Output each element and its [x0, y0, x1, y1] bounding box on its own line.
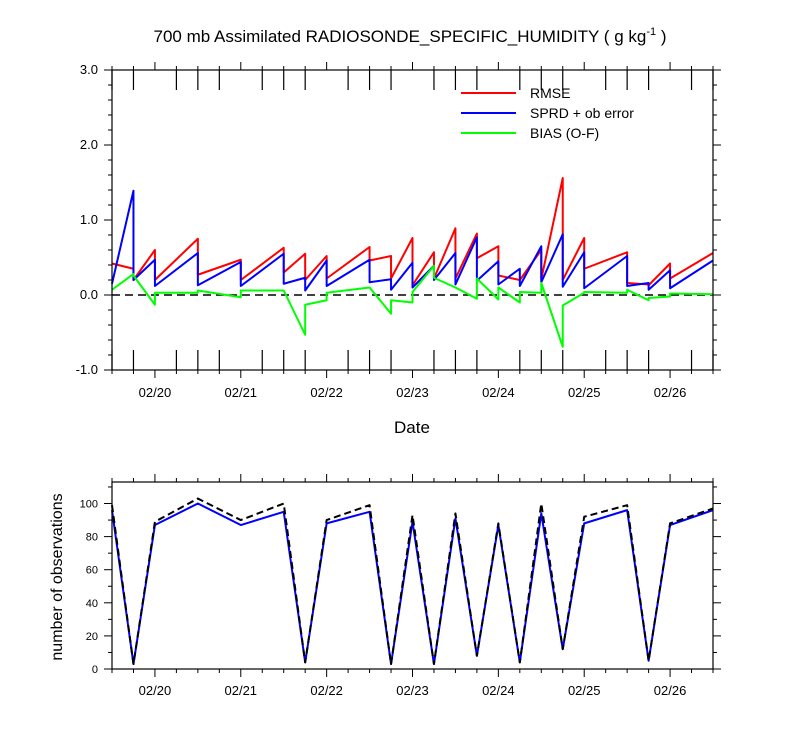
chart-title: 700 mb Assimilated RADIOSONDE_SPECIFIC_H… — [154, 26, 667, 46]
legend-label-rmse: RMSE — [530, 85, 570, 101]
x-tick-label: 02/20 — [139, 683, 172, 698]
y-tick-label: 20 — [86, 631, 98, 643]
x-tick-label: 02/23 — [396, 683, 429, 698]
legend-label-sprd-ob-error: SPRD + ob error — [530, 105, 634, 121]
x-tick-label: 02/21 — [225, 385, 258, 400]
bottom-y-axis-label: number of observations — [49, 493, 66, 660]
y-tick-label: 1.0 — [80, 212, 98, 227]
x-tick-label: 02/26 — [654, 385, 687, 400]
series-total-line — [111, 497, 714, 666]
top-series-group — [111, 177, 714, 348]
top-x-axis-label: Date — [394, 418, 430, 437]
chart-title-tail: ) — [656, 27, 666, 46]
y-tick-label: 0.0 — [80, 287, 98, 302]
legend-label-bias-o-f: BIAS (O-F) — [530, 125, 599, 141]
x-tick-label: 02/23 — [396, 385, 429, 400]
x-tick-label: 02/25 — [568, 683, 601, 698]
bottom-x-tick-labels: 02/20 02/21 02/22 02/23 02/24 02/25 02/26 — [139, 683, 687, 698]
x-tick-label: 02/26 — [654, 683, 687, 698]
bottom-ticks — [104, 474, 721, 677]
chart-title-superscript: -1 — [646, 26, 656, 38]
y-tick-label: 40 — [86, 598, 98, 610]
x-tick-label: 02/24 — [482, 385, 515, 400]
y-tick-label: 60 — [86, 565, 98, 577]
x-tick-label: 02/22 — [310, 683, 343, 698]
x-tick-label: 02/21 — [225, 683, 258, 698]
top-ticks — [104, 62, 721, 378]
x-tick-label: 02/25 — [568, 385, 601, 400]
y-tick-label: 2.0 — [80, 137, 98, 152]
top-x-tick-labels: 02/20 02/21 02/22 02/23 02/24 02/25 02/26 — [139, 385, 687, 400]
chart-title-main: 700 mb Assimilated RADIOSONDE_SPECIFIC_H… — [154, 27, 647, 46]
y-tick-label: 0 — [92, 664, 98, 676]
x-tick-label: 02/22 — [310, 385, 343, 400]
y-tick-label: 100 — [80, 499, 98, 511]
top-panel: -1.00.01.02.03.0 02/20 02/21 02/22 02/23 02/… — [76, 62, 721, 437]
series-assimilated-line — [111, 502, 714, 666]
bottom-y-tick-labels: 0 20 40 60 80 100 — [80, 499, 98, 676]
bottom-series-group — [111, 497, 714, 666]
series-bias-o-f-line — [111, 264, 714, 348]
legend: RMSE SPRD + ob error BIAS (O-F) — [461, 85, 634, 141]
x-tick-label: 02/24 — [482, 683, 515, 698]
bottom-plot-frame — [111, 481, 714, 670]
x-tick-label: 02/20 — [139, 385, 172, 400]
y-tick-label: 3.0 — [80, 62, 98, 77]
y-tick-label: 80 — [86, 532, 98, 544]
top-y-tick-labels: -1.0 0.0 1.0 2.0 3.0 — [76, 62, 98, 377]
y-tick-label: -1.0 — [76, 362, 98, 377]
